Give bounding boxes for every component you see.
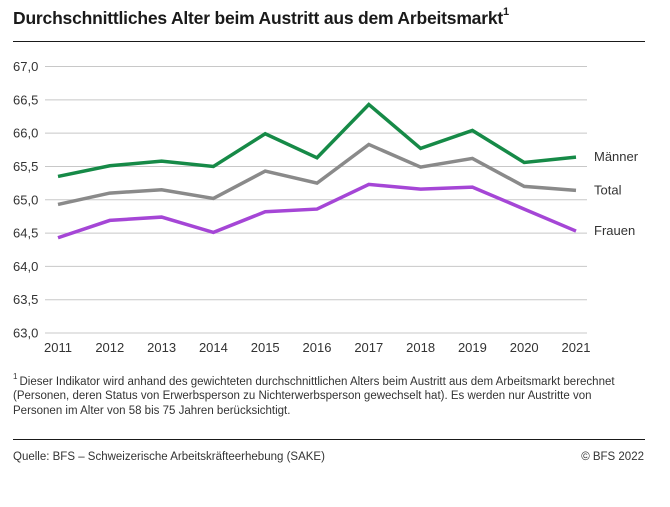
x-tick-label: 2013: [147, 340, 176, 355]
chart-title-text: Durchschnittliches Alter beim Austritt a…: [13, 8, 503, 28]
x-tick-label: 2016: [303, 340, 332, 355]
y-tick-label: 67,0: [13, 59, 38, 74]
series-line-mnner: [57, 102, 577, 179]
chart-title: Durchschnittliches Alter beim Austritt a…: [13, 6, 509, 29]
y-tick-label: 66,0: [13, 126, 38, 141]
x-tick-label: 2021: [562, 340, 591, 355]
series-line-total: [57, 142, 577, 207]
x-tick-label: 2012: [95, 340, 124, 355]
series-line-frauen: [57, 182, 577, 240]
line-chart: 63,0 63,5 64,0 64,5 65,0 65,5 66,0 66,5 67,0 201…: [13, 59, 639, 355]
series-label: Frauen: [594, 223, 635, 238]
x-tick-label: 2020: [510, 340, 539, 355]
copyright-text: © BFS 2022: [581, 451, 644, 463]
y-tick-label: 64,5: [13, 226, 38, 241]
header-divider: [13, 41, 645, 42]
y-tick-label: 66,5: [13, 92, 38, 107]
y-tick-label: 65,0: [13, 192, 38, 207]
footnote: 1 Dieser Indikator wird anhand des gewich…: [13, 371, 633, 418]
series-lines: [57, 102, 577, 240]
x-tick-label: 2019: [458, 340, 487, 355]
series-labels: Männer Total Frauen: [594, 149, 639, 238]
y-axis-ticks: 63,0 63,5 64,0 64,5 65,0 65,5 66,0 66,5 67,0: [13, 59, 38, 341]
footer-divider: [13, 439, 645, 440]
x-tick-label: 2015: [251, 340, 280, 355]
source-text: Quelle: BFS – Schweizerische Arbeitskräf…: [13, 451, 325, 463]
y-tick-label: 64,0: [13, 259, 38, 274]
gridlines: [45, 66, 587, 334]
x-tick-label: 2017: [354, 340, 383, 355]
series-label: Total: [594, 182, 622, 197]
y-tick-label: 65,5: [13, 159, 38, 174]
x-tick-label: 2018: [406, 340, 435, 355]
footnote-marker: 1: [13, 372, 18, 381]
x-tick-label: 2011: [44, 340, 72, 355]
title-footnote-marker: 1: [502, 6, 509, 19]
y-tick-label: 63,5: [13, 292, 38, 307]
y-tick-label: 63,0: [13, 326, 38, 341]
x-axis-ticks: 2011 2012 2013 2014 2015 2016 2017 2018 2019 2020…: [44, 340, 590, 355]
series-label: Männer: [594, 149, 639, 164]
footnote-text: Dieser Indikator wird anhand des gewicht…: [13, 375, 615, 417]
x-tick-label: 2014: [199, 340, 228, 355]
